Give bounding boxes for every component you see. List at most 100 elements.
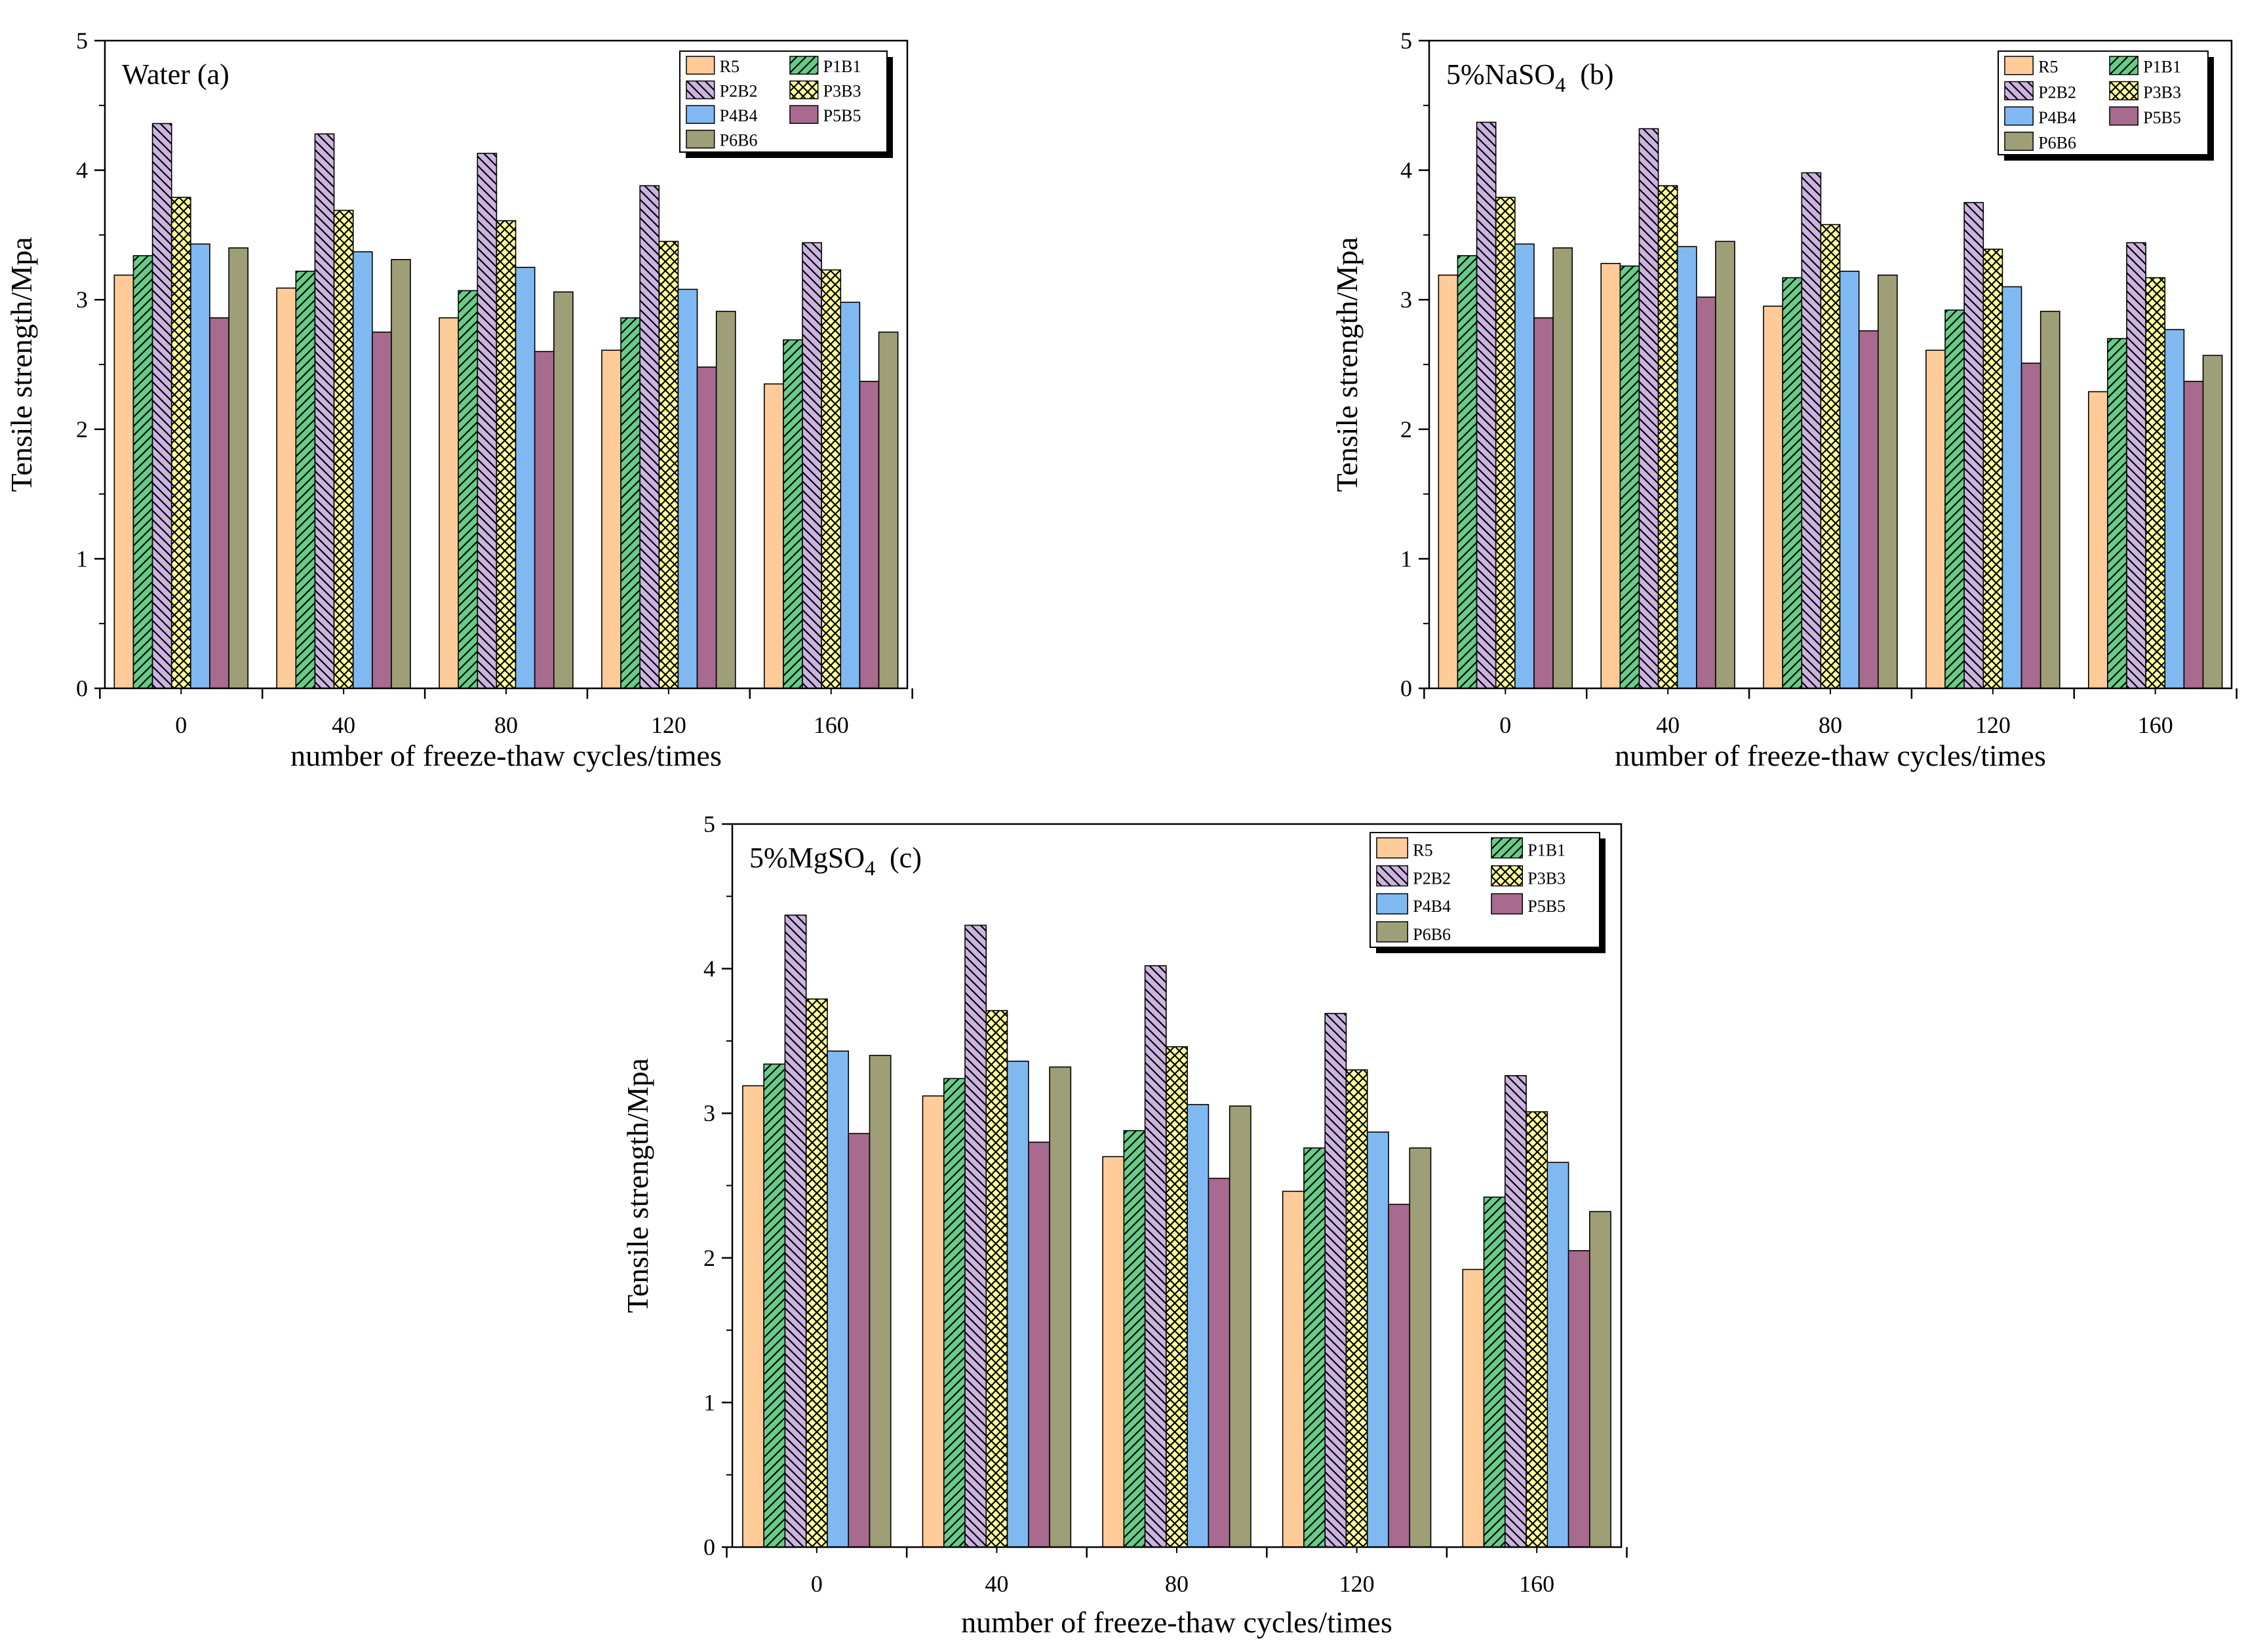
x-tick-label-a: 80 [494, 712, 518, 738]
bar-c-P6B6-120 [1409, 1147, 1432, 1548]
bar-a-P6B6-40 [391, 259, 411, 689]
y-tick-label-b: 2 [1400, 416, 1412, 442]
bar-a-P6B6-160 [878, 331, 899, 689]
legend-label-c-P2B2: P2B2 [1413, 869, 1451, 888]
bar-b-P5B5-40 [1696, 296, 1716, 689]
bar-b-P5B5-120 [2020, 363, 2041, 689]
bar-a-P6B6-80 [553, 291, 574, 689]
bar-b-P6B6-0 [1552, 247, 1573, 689]
bar-a-R5-0 [113, 274, 134, 689]
bar-c-P4B4-0 [827, 1050, 850, 1548]
bar-c-P3B3-40 [985, 1010, 1008, 1548]
bar-c-P1B1-120 [1303, 1147, 1326, 1548]
legend-label-a-P5B5: P5B5 [823, 106, 861, 125]
legend-swatch-a-P3B3 [789, 80, 819, 100]
x-tick-label-c: 0 [811, 1571, 823, 1597]
bar-c-R5-160 [1462, 1268, 1485, 1548]
x-tick-label-b: 0 [1499, 712, 1511, 738]
legend-label-b-P2B2: P2B2 [2038, 83, 2076, 102]
bar-c-P3B3-0 [805, 998, 828, 1548]
bar-a-P1B1-40 [295, 270, 316, 689]
legend-swatch-a-P4B4 [686, 105, 715, 124]
bar-c-P2B2-120 [1324, 1013, 1347, 1548]
bar-c-P3B3-160 [1526, 1111, 1548, 1548]
legend-swatch-a-R5 [686, 56, 715, 75]
bar-c-P6B6-160 [1589, 1211, 1611, 1548]
x-tick-label-c: 80 [1165, 1571, 1189, 1597]
bar-c-R5-0 [742, 1085, 764, 1548]
bar-c-P6B6-0 [869, 1055, 892, 1548]
bar-b-P3B3-0 [1495, 197, 1516, 689]
x-axis-title-a: number of freeze-thaw cycles/times [290, 739, 722, 772]
bar-a-P2B2-80 [477, 153, 498, 689]
bar-b-P1B1-80 [1782, 277, 1803, 689]
legend-label-c-P5B5: P5B5 [1527, 897, 1566, 916]
y-axis-title-b: Tensile strength/Mpa [1330, 237, 1364, 492]
bar-a-P3B3-120 [658, 241, 679, 689]
bar-a-P1B1-120 [620, 317, 640, 689]
legend-label-a-P4B4: P4B4 [720, 106, 758, 125]
bar-b-R5-40 [1600, 263, 1621, 689]
bar-b-P4B4-160 [2164, 328, 2185, 689]
bar-b-P1B1-40 [1619, 266, 1640, 689]
bar-b-P1B1-120 [1944, 309, 1965, 689]
bar-a-P6B6-0 [228, 247, 249, 689]
legend-label-c-P4B4: P4B4 [1413, 897, 1451, 916]
bar-b-P4B4-120 [2001, 286, 2022, 689]
bar-c-P4B4-120 [1366, 1131, 1389, 1548]
bar-b-P2B2-0 [1476, 121, 1497, 689]
legend-label-a-P2B2: P2B2 [720, 82, 758, 101]
y-tick-label-b: 3 [1400, 286, 1412, 313]
bar-c-P2B2-80 [1144, 965, 1167, 1548]
legend-label-c-R5: R5 [1413, 841, 1432, 860]
panel-title-b: 5%NaSO4 (b) [1446, 58, 1614, 96]
legend-swatch-c-P3B3 [1491, 865, 1523, 887]
bar-c-P5B5-80 [1208, 1177, 1231, 1548]
legend-swatch-b-P2B2 [2004, 81, 2034, 101]
bar-a-P3B3-40 [333, 210, 354, 689]
bar-c-P6B6-40 [1049, 1066, 1072, 1548]
bar-c-P5B5-0 [848, 1133, 871, 1548]
bar-c-P5B5-40 [1028, 1141, 1050, 1548]
bar-c-R5-40 [922, 1095, 945, 1548]
x-axis-title-b: number of freeze-thaw cycles/times [1615, 739, 2046, 772]
bar-b-P1B1-160 [2107, 338, 2127, 689]
y-tick-label-a: 4 [76, 157, 88, 184]
legend-swatch-a-P6B6 [686, 129, 715, 149]
bar-b-P2B2-160 [2126, 242, 2146, 689]
legend-label-a-P3B3: P3B3 [823, 82, 861, 101]
legend-swatch-c-P6B6 [1376, 921, 1408, 943]
x-tick-label-c: 160 [1519, 1571, 1554, 1597]
bar-a-P6B6-120 [715, 311, 736, 689]
bar-b-P5B5-0 [1533, 317, 1554, 689]
bar-b-P3B3-40 [1657, 185, 1678, 689]
bar-c-P2B2-160 [1504, 1075, 1527, 1548]
chart-panel-a: 0 1 2 3 4 5 0 40 80 120 160 number of freeze-thaw c… [5, 28, 913, 772]
x-tick-label-b: 160 [2138, 712, 2173, 738]
legend-swatch-c-P4B4 [1376, 893, 1408, 914]
bar-c-P5B5-120 [1388, 1204, 1411, 1548]
bar-a-P2B2-40 [314, 133, 335, 689]
legend-label-c-P3B3: P3B3 [1527, 869, 1566, 888]
bar-b-R5-80 [1763, 305, 1783, 689]
y-tick-label-b: 0 [1400, 675, 1412, 701]
bar-a-R5-80 [439, 317, 459, 689]
bar-b-P3B3-160 [2145, 277, 2166, 689]
bar-c-P1B1-80 [1123, 1130, 1146, 1548]
legend-label-a-P1B1: P1B1 [823, 57, 861, 76]
bar-a-P2B2-160 [802, 242, 822, 689]
legend-swatch-a-P2B2 [686, 80, 715, 100]
bar-a-P1B1-0 [132, 255, 153, 689]
bar-b-P3B3-120 [1982, 248, 2003, 689]
bar-b-P2B2-120 [1963, 202, 1984, 689]
legend-c: R5 P1B1 P2B2 P3B3 P4B4 P5B5 P6B6 [1369, 832, 1606, 953]
bar-a-R5-160 [763, 383, 784, 689]
bar-b-P6B6-80 [1878, 274, 1898, 689]
bar-a-P5B5-80 [534, 351, 555, 689]
bar-a-P1B1-160 [783, 339, 803, 689]
x-tick-label-a: 160 [814, 712, 849, 738]
legend-swatch-b-P6B6 [2004, 131, 2034, 151]
bar-c-P4B4-40 [1006, 1060, 1029, 1548]
y-tick-label-a: 2 [76, 416, 88, 442]
